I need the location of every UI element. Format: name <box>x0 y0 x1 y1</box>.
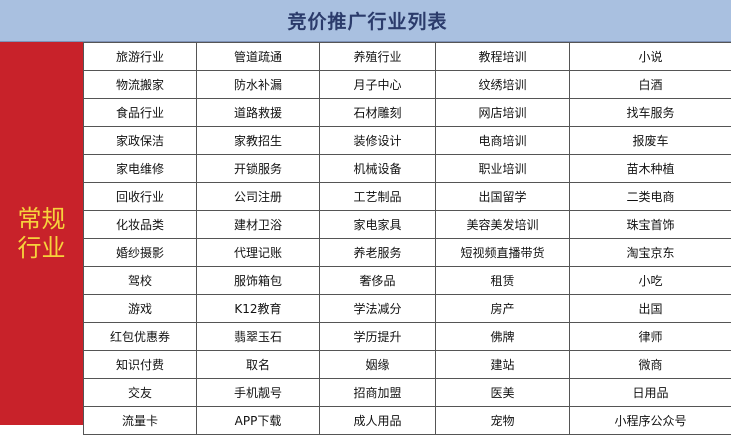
industry-cell: 淘宝京东 <box>570 239 731 267</box>
table-row: 红包优惠券翡翠玉石学历提升佛牌律师 <box>84 323 731 351</box>
industry-cell: 家电维修 <box>84 155 197 183</box>
industry-cell: 家政保洁 <box>84 127 197 155</box>
industry-cell: 物流搬家 <box>84 71 197 99</box>
industry-cell: 建站 <box>436 351 570 379</box>
industry-cell: 报废车 <box>570 127 731 155</box>
industry-cell: 回收行业 <box>84 183 197 211</box>
industry-cell: 养殖行业 <box>320 43 436 71</box>
table-row: 物流搬家防水补漏月子中心纹绣培训白酒 <box>84 71 731 99</box>
industry-cell: 翡翠玉石 <box>197 323 320 351</box>
industry-cell: K12教育 <box>197 295 320 323</box>
industry-cell: 宠物 <box>436 407 570 435</box>
industry-cell: 红包优惠券 <box>84 323 197 351</box>
industry-cell: APP下载 <box>197 407 320 435</box>
industry-cell: 月子中心 <box>320 71 436 99</box>
industry-cell: 医美 <box>436 379 570 407</box>
industry-cell: 知识付费 <box>84 351 197 379</box>
industry-cell: 成人用品 <box>320 407 436 435</box>
industry-cell: 苗木种植 <box>570 155 731 183</box>
industry-cell: 电商培训 <box>436 127 570 155</box>
industry-cell: 手机靓号 <box>197 379 320 407</box>
industry-cell: 微商 <box>570 351 731 379</box>
table-row: 旅游行业管道疏通养殖行业教程培训小说 <box>84 43 731 71</box>
industry-cell: 二类电商 <box>570 183 731 211</box>
industry-cell: 家电家具 <box>320 211 436 239</box>
table-row: 婚纱摄影代理记账养老服务短视频直播带货淘宝京东 <box>84 239 731 267</box>
industry-cell: 建材卫浴 <box>197 211 320 239</box>
table-row: 家电维修开锁服务机械设备职业培训苗木种植 <box>84 155 731 183</box>
industry-cell: 教程培训 <box>436 43 570 71</box>
industry-cell: 短视频直播带货 <box>436 239 570 267</box>
industry-cell: 租赁 <box>436 267 570 295</box>
industry-cell: 出国 <box>570 295 731 323</box>
category-label: 常规行业 <box>16 205 68 263</box>
table-header: 竞价推广行业列表 <box>0 0 731 42</box>
industry-cell: 网店培训 <box>436 99 570 127</box>
industry-cell: 石材雕刻 <box>320 99 436 127</box>
industry-cell: 取名 <box>197 351 320 379</box>
industry-cell: 游戏 <box>84 295 197 323</box>
industry-cell: 化妆品类 <box>84 211 197 239</box>
industry-cell: 学历提升 <box>320 323 436 351</box>
industry-cell: 代理记账 <box>197 239 320 267</box>
industry-cell: 学法减分 <box>320 295 436 323</box>
industry-cell: 驾校 <box>84 267 197 295</box>
industry-cell: 交友 <box>84 379 197 407</box>
industry-cell: 找车服务 <box>570 99 731 127</box>
industry-cell: 防水补漏 <box>197 71 320 99</box>
table-row: 家政保洁家教招生装修设计电商培训报废车 <box>84 127 731 155</box>
table-row: 化妆品类建材卫浴家电家具美容美发培训珠宝首饰 <box>84 211 731 239</box>
industry-cell: 出国留学 <box>436 183 570 211</box>
industry-cell: 婚纱摄影 <box>84 239 197 267</box>
industry-cell: 律师 <box>570 323 731 351</box>
industry-cell: 食品行业 <box>84 99 197 127</box>
industry-cell: 房产 <box>436 295 570 323</box>
table-row: 知识付费取名姻缘建站微商 <box>84 351 731 379</box>
category-cell: 常规行业 <box>0 42 83 425</box>
industry-cell: 日用品 <box>570 379 731 407</box>
industry-cell: 管道疏通 <box>197 43 320 71</box>
industry-cell: 小吃 <box>570 267 731 295</box>
industry-cell: 奢侈品 <box>320 267 436 295</box>
industry-cell: 装修设计 <box>320 127 436 155</box>
industry-cell: 美容美发培训 <box>436 211 570 239</box>
table-row: 回收行业公司注册工艺制品出国留学二类电商 <box>84 183 731 211</box>
table-row: 食品行业道路救援石材雕刻网店培训找车服务 <box>84 99 731 127</box>
industry-cell: 佛牌 <box>436 323 570 351</box>
industry-cell: 小说 <box>570 43 731 71</box>
industry-cell: 职业培训 <box>436 155 570 183</box>
industry-cell: 服饰箱包 <box>197 267 320 295</box>
industry-cell: 纹绣培训 <box>436 71 570 99</box>
industry-cell: 家教招生 <box>197 127 320 155</box>
industry-cell: 招商加盟 <box>320 379 436 407</box>
industry-cell: 公司注册 <box>197 183 320 211</box>
industry-cell: 旅游行业 <box>84 43 197 71</box>
industry-cell: 珠宝首饰 <box>570 211 731 239</box>
industry-cell: 白酒 <box>570 71 731 99</box>
industry-cell: 道路救援 <box>197 99 320 127</box>
page-title: 竞价推广行业列表 <box>287 7 447 34</box>
table-row: 驾校服饰箱包奢侈品租赁小吃 <box>84 267 731 295</box>
industry-cell: 机械设备 <box>320 155 436 183</box>
industry-cell: 开锁服务 <box>197 155 320 183</box>
industry-cell: 姻缘 <box>320 351 436 379</box>
industry-cell: 养老服务 <box>320 239 436 267</box>
table-row: 交友手机靓号招商加盟医美日用品 <box>84 379 731 407</box>
industry-cell: 小程序公众号 <box>570 407 731 435</box>
industry-table: 旅游行业管道疏通养殖行业教程培训小说物流搬家防水补漏月子中心纹绣培训白酒食品行业… <box>83 42 731 435</box>
industry-cell: 工艺制品 <box>320 183 436 211</box>
industry-cell: 流量卡 <box>84 407 197 435</box>
